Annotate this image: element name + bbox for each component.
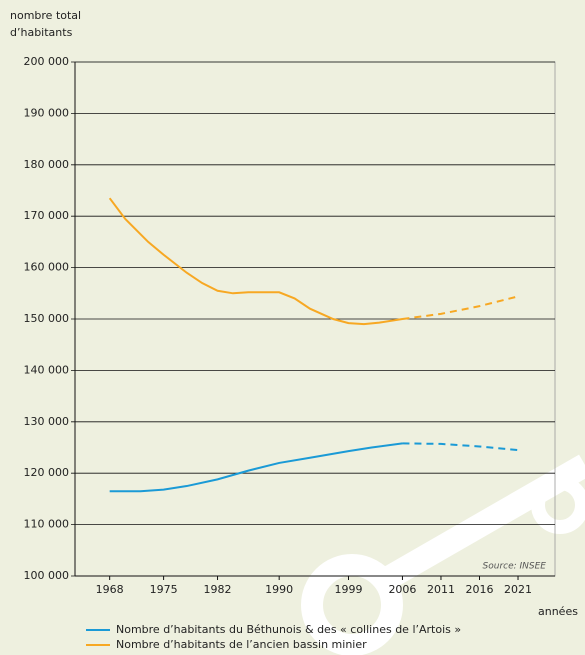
x-tick-label: 2006 [388, 583, 416, 596]
data-line [110, 198, 403, 324]
y-tick-label: 190 000 [24, 106, 70, 119]
x-tick-label: 2016 [465, 583, 493, 596]
y-tick-label: 140 000 [24, 363, 70, 376]
projection-line [402, 443, 518, 450]
y-tick-label: 100 000 [24, 569, 70, 582]
y-axis-title: d’habitants [10, 26, 73, 39]
projection-line [402, 296, 518, 319]
x-tick-label: 1968 [96, 583, 124, 596]
x-tick-label: 2021 [504, 583, 532, 596]
chart: nombre total d’habitants années Source: … [0, 0, 585, 655]
y-tick-label: 170 000 [24, 209, 70, 222]
y-tick-label: 180 000 [24, 158, 70, 171]
y-tick-label: 120 000 [24, 466, 70, 479]
x-tick-label: 1975 [150, 583, 178, 596]
y-axis-title: nombre total [10, 9, 81, 22]
y-tick-label: 130 000 [24, 415, 70, 428]
decoration [312, 465, 585, 645]
source: Source: INSEE [483, 562, 547, 572]
x-tick-label: 1999 [335, 583, 363, 596]
y-tick-label: 150 000 [24, 312, 70, 325]
y-tick-label: 200 000 [24, 55, 70, 68]
x-tick-label: 1982 [204, 583, 232, 596]
legend-label: Nombre d’habitants du Béthunois & des « … [116, 623, 461, 636]
legend-label: Nombre d’habitants de l’ancien bassin mi… [116, 638, 367, 651]
y-tick-label: 160 000 [24, 261, 70, 274]
x-tick-label: 1990 [265, 583, 293, 596]
x-tick-label: 2011 [427, 583, 455, 596]
x-axis-title: années [538, 605, 578, 618]
y-tick-label: 110 000 [24, 518, 70, 531]
data-line [110, 443, 403, 491]
